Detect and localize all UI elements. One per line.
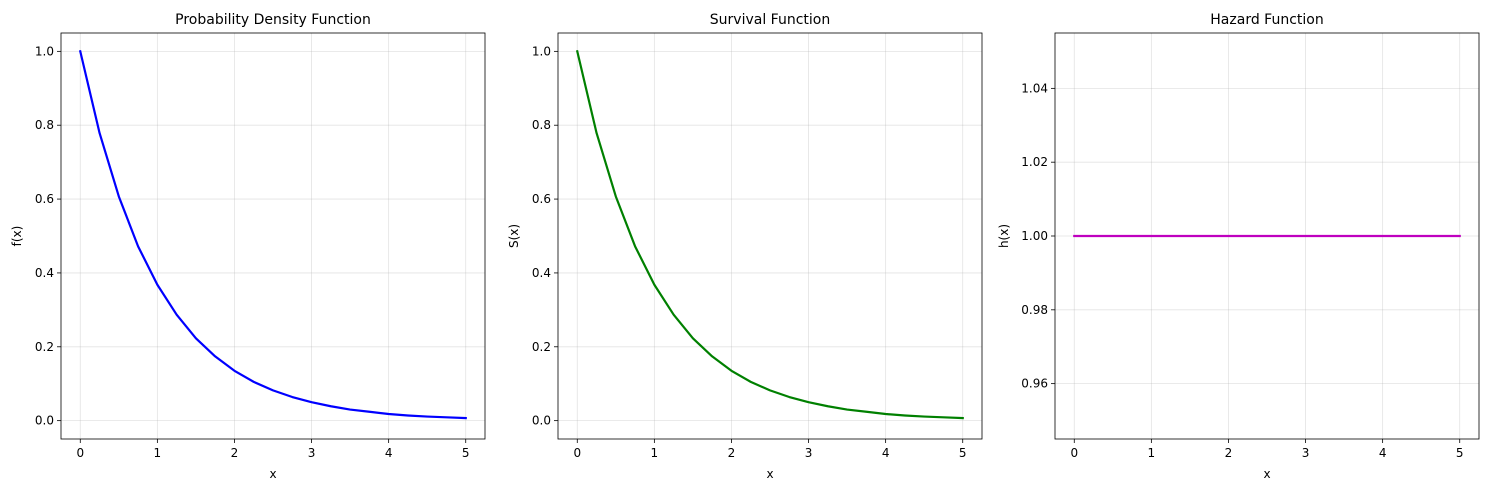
pdf-x-axis-label: x [269,467,276,481]
pdf-axes-frame [60,32,486,440]
survival-ytick-label: 0.0 [532,414,551,428]
pdf-ytick-label: 0.4 [35,266,54,280]
pdf-series-line [78,50,467,420]
pdf-ytick-label: 0.6 [35,192,54,206]
pdf-xtick-label: 4 [385,446,393,460]
hazard-panel: 0 1 2 3 4 5 0.96 0.98 1.00 1.02 1.04 Hazard Functio… [997,12,1480,481]
hazard-ytick-label: 0.98 [1021,303,1048,317]
pdf-ytick-label: 0.0 [35,414,54,428]
survival-ytick-label: 0.2 [532,340,551,354]
pdf-panel: 0 1 2 3 4 5 0.0 0.2 0.4 0.6 0.8 1.0 Probability Dens… [10,12,486,481]
hazard-xtick-label: 0 [1070,446,1078,460]
hazard-ytick-label: 1.04 [1021,81,1048,95]
hazard-xtick-label: 2 [1225,446,1233,460]
hazard-xtick-label: 3 [1302,446,1310,460]
hazard-xtick-label: 1 [1148,446,1156,460]
pdf-xtick-label: 3 [308,446,316,460]
hazard-ytick-label: 1.00 [1021,229,1048,243]
survival-x-axis-label: x [766,467,773,481]
survival-xtick-label: 2 [728,446,736,460]
pdf-chart-title: Probability Density Function [175,12,371,28]
hazard-chart-title: Hazard Function [1210,12,1323,28]
survival-xtick-label: 1 [651,446,659,460]
hazard-ytick-label: 1.02 [1021,155,1048,169]
hazard-xtick-label: 5 [1456,446,1464,460]
hazard-y-axis-label: h(x) [997,224,1011,248]
survival-y-axis-label: S(x) [507,224,521,248]
survival-chart-title: Survival Function [710,12,830,28]
survival-xtick-label: 0 [573,446,581,460]
survival-ytick-label: 0.6 [532,192,551,206]
hazard-xtick-label: 4 [1379,446,1387,460]
survival-ytick-label: 0.4 [532,266,551,280]
survival-xtick-label: 5 [959,446,967,460]
survival-ytick-label: 1.0 [532,44,551,58]
hazard-x-axis-label: x [1263,467,1270,481]
survival-xtick-label: 3 [805,446,813,460]
hazard-ytick-label: 0.96 [1021,377,1048,391]
survival-panel: 0 1 2 3 4 5 0.0 0.2 0.4 0.6 0.8 1.0 Survival Functio… [507,12,983,481]
survival-xtick-label: 4 [882,446,890,460]
pdf-ytick-label: 0.8 [35,118,54,132]
pdf-xtick-label: 0 [76,446,84,460]
pdf-xtick-label: 2 [231,446,239,460]
pdf-ytick-label: 0.2 [35,340,54,354]
pdf-xtick-label: 1 [154,446,162,460]
survival-ytick-label: 0.8 [532,118,551,132]
survival-axes-frame [557,32,983,440]
pdf-y-axis-label: f(x) [10,226,24,247]
pdf-ytick-label: 1.0 [35,44,54,58]
survival-series-line [575,50,964,420]
pdf-xtick-label: 5 [462,446,470,460]
